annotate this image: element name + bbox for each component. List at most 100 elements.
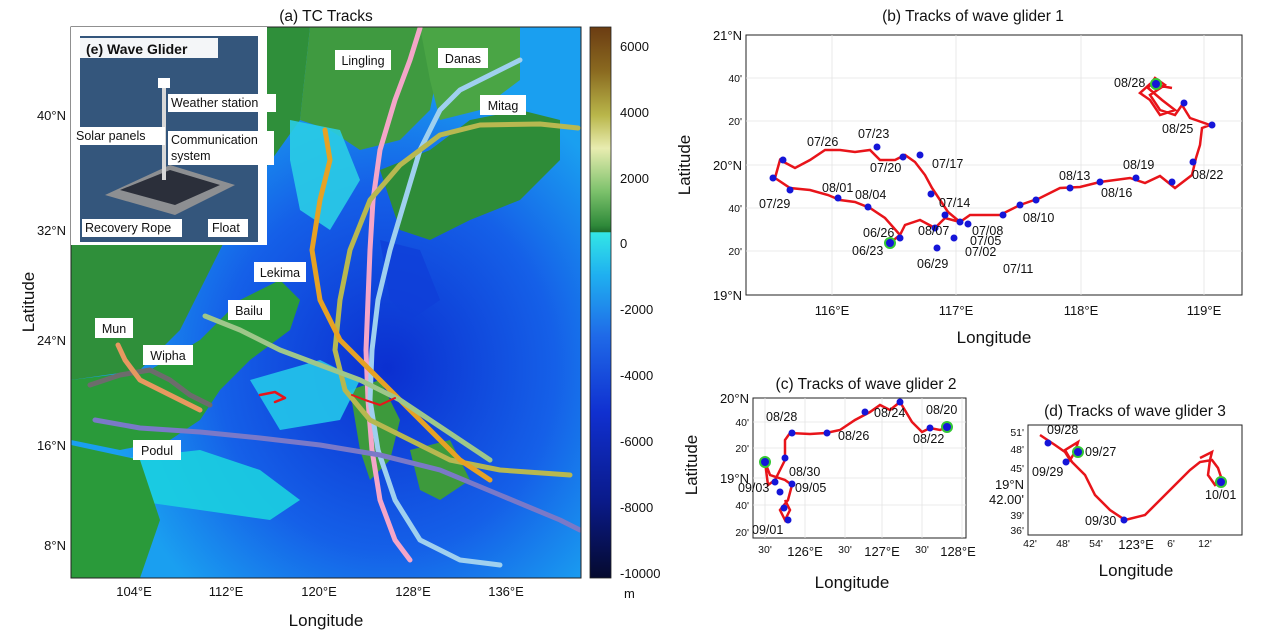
date-label: 08/22 — [1192, 168, 1223, 182]
date-label: 08/26 — [838, 429, 869, 443]
panel-a: (a) TC Tracks — [19, 8, 660, 630]
panel-a-ylabel: Latitude — [19, 272, 38, 333]
panel-c-lat-ticks: 20°N 40' 20' 19°N 40' 20' — [720, 391, 749, 539]
track-mun — [115, 342, 203, 413]
lat-tick: 40' — [728, 73, 742, 85]
lat-tick: 36' — [1010, 525, 1024, 537]
lat-tick: 51' — [1010, 427, 1024, 439]
panel-b-ylabel: Latitude — [675, 135, 694, 196]
cbar-tick: 0 — [620, 236, 627, 251]
date-label: 09/03 — [738, 481, 769, 495]
lon-tick: 127°E — [864, 544, 900, 559]
glider2-start-marker — [941, 421, 953, 433]
lon-tick: 12' — [1198, 538, 1212, 550]
track-podul — [92, 417, 581, 533]
lat-tick: 20°N — [713, 158, 742, 173]
lon-tick: 136°E — [488, 584, 524, 599]
lat-tick: 39' — [1010, 510, 1024, 522]
lon-tick: 117°E — [939, 303, 974, 318]
date-label: 08/20 — [926, 403, 957, 417]
lat-tick: 40' — [735, 417, 749, 429]
date-label: 08/10 — [1023, 211, 1054, 225]
label-danas: Danas — [445, 52, 481, 66]
colorbar — [589, 26, 612, 579]
date-label: 07/26 — [807, 135, 838, 149]
label-podul: Podul — [141, 444, 173, 458]
panel-a-xlabel: Longitude — [289, 611, 364, 630]
lat-tick: 21°N — [713, 28, 742, 43]
lon-tick: 120°E — [301, 584, 337, 599]
glider3-start-marker — [1072, 446, 1084, 458]
cbar-tick: -6000 — [620, 434, 653, 449]
panel-b-lon-ticks: 116°E 117°E 118°E 119°E — [815, 303, 1222, 318]
label-bailu: Bailu — [235, 304, 263, 318]
track-wipha — [87, 367, 213, 408]
panel-a-title: (a) TC Tracks — [279, 8, 373, 25]
label-mun: Mun — [102, 322, 126, 336]
glider2-dots — [771, 398, 934, 524]
label-mitag: Mitag — [488, 99, 519, 113]
date-label: 06/29 — [917, 257, 948, 271]
cbar-tick: -8000 — [620, 500, 653, 515]
glider1-start-marker — [1150, 78, 1162, 90]
glider2-end-marker — [759, 456, 771, 468]
date-label: 06/23 — [852, 244, 883, 258]
lat-tick: 8°N — [44, 538, 66, 553]
date-label: 10/01 — [1205, 488, 1236, 502]
panel-d-date-labels: 09/28 09/27 09/29 09/30 10/01 — [1032, 423, 1236, 528]
panel-a-lon-ticks: 104°E 112°E 120°E 128°E 136°E — [116, 584, 524, 599]
date-label: 06/26 — [863, 226, 894, 240]
typhoon-tracks — [87, 27, 581, 568]
lon-tick: 30' — [758, 544, 772, 556]
inset-label-system: system — [171, 149, 211, 163]
lon-tick: 118°E — [1064, 303, 1099, 318]
date-label: 07/02 — [965, 245, 996, 259]
lat-tick: 32°N — [37, 223, 66, 238]
lon-tick: 128°E — [940, 544, 976, 559]
panel-d-title: (d) Tracks of wave glider 3 — [1044, 403, 1226, 420]
lat-tick: 20' — [728, 116, 742, 128]
date-label: 08/24 — [874, 406, 905, 420]
cbar-tick: -4000 — [620, 368, 653, 383]
lat-tick: 19°N — [995, 477, 1024, 492]
date-label: 07/29 — [759, 197, 790, 211]
panel-c-xlabel: Longitude — [815, 573, 890, 592]
panel-c-date-labels: 08/28 08/24 08/20 08/26 08/22 08/30 09/0… — [738, 403, 957, 537]
date-label: 08/04 — [855, 188, 886, 202]
date-label: 09/01 — [752, 523, 783, 537]
lon-tick: 104°E — [116, 584, 152, 599]
panel-d: (d) Tracks of wave glider 3 09/28 09/27 … — [989, 403, 1243, 580]
date-label: 07/14 — [939, 196, 970, 210]
panel-d-lat-ticks: 51' 48' 45' 19°N 42.00' 39' 36' — [989, 427, 1024, 537]
panel-b-xlabel: Longitude — [957, 328, 1032, 347]
track-bailu — [202, 313, 493, 463]
date-label: 09/28 — [1047, 423, 1078, 437]
lat-tick: 45' — [1010, 463, 1024, 475]
date-label: 08/01 — [822, 181, 853, 195]
glider3-dots — [1044, 439, 1128, 524]
panel-c-lon-ticks: 30' 126°E 30' 127°E 30' 128°E — [758, 544, 976, 559]
lat-tick: 42.00' — [989, 492, 1024, 507]
cbar-tick: 6000 — [620, 39, 649, 54]
lat-tick: 40°N — [37, 108, 66, 123]
lat-tick: 19°N — [720, 471, 749, 486]
lon-tick: 30' — [915, 544, 929, 556]
date-label: 07/11 — [1003, 262, 1033, 276]
lon-tick: 123°E — [1118, 537, 1154, 552]
glider2-track — [763, 400, 948, 523]
inset-label-recovery-rope: Recovery Rope — [85, 221, 171, 235]
date-label: 08/25 — [1162, 122, 1193, 136]
date-label: 08/13 — [1059, 169, 1090, 183]
lat-tick: 20' — [728, 246, 742, 258]
panel-c-ylabel: Latitude — [682, 435, 701, 496]
panel-b-title: (b) Tracks of wave glider 1 — [882, 8, 1064, 25]
lon-tick: 48' — [1056, 538, 1070, 550]
lat-tick: 20' — [735, 443, 749, 455]
date-label: 07/05 — [970, 234, 1001, 248]
date-label: 09/29 — [1032, 465, 1063, 479]
lat-tick: 20°N — [720, 391, 749, 406]
date-label: 09/27 — [1085, 445, 1116, 459]
lon-tick: 54' — [1089, 538, 1103, 550]
label-lekima: Lekima — [260, 266, 300, 280]
